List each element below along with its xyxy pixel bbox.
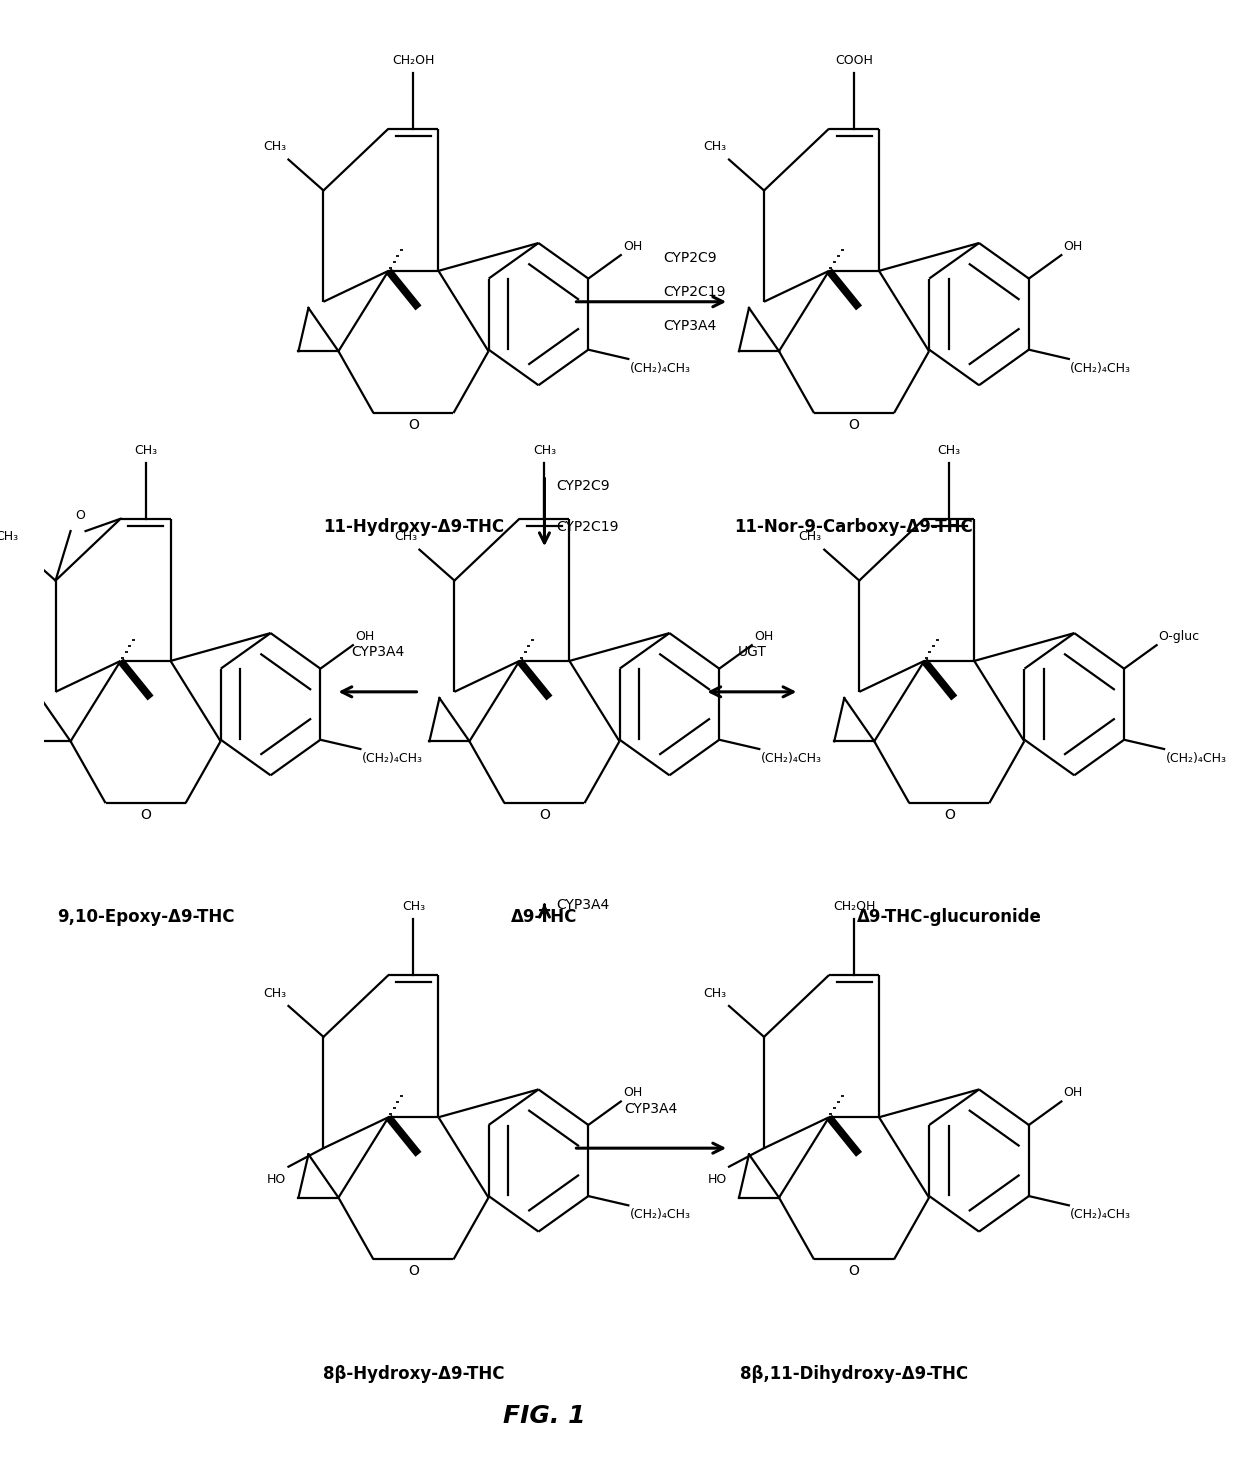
Text: FIG. 1: FIG. 1: [503, 1404, 585, 1428]
Text: CYP3A4: CYP3A4: [351, 645, 404, 659]
Text: OH: OH: [355, 630, 374, 643]
Text: 9,10-Epoxy-Δ9-THC: 9,10-Epoxy-Δ9-THC: [57, 908, 234, 926]
Text: O: O: [76, 509, 86, 523]
Text: CH₃: CH₃: [533, 445, 556, 456]
Text: CH₃: CH₃: [263, 140, 286, 153]
Text: CH₃: CH₃: [263, 986, 286, 999]
Text: CH₃: CH₃: [937, 445, 961, 456]
Text: OH: OH: [754, 630, 773, 643]
Text: CH₃: CH₃: [134, 445, 157, 456]
Text: CYP3A4: CYP3A4: [663, 318, 717, 333]
Text: (CH₂)₄CH₃: (CH₂)₄CH₃: [1166, 752, 1226, 765]
Text: CYP2C19: CYP2C19: [663, 284, 725, 299]
Text: O: O: [848, 418, 859, 431]
Text: (CH₂)₄CH₃: (CH₂)₄CH₃: [1070, 362, 1131, 375]
Text: 8β-Hydroxy-Δ9-THC: 8β-Hydroxy-Δ9-THC: [322, 1365, 505, 1382]
Text: CH₃: CH₃: [394, 530, 417, 543]
Text: Δ9-THC-glucuronide: Δ9-THC-glucuronide: [857, 908, 1042, 926]
Text: CH₃: CH₃: [703, 986, 727, 999]
Text: HO: HO: [707, 1173, 727, 1186]
Text: CH₃: CH₃: [0, 530, 19, 543]
Text: CH₃: CH₃: [703, 140, 727, 153]
Text: CH₂OH: CH₂OH: [833, 901, 875, 913]
Text: OH: OH: [622, 1086, 642, 1100]
Text: CYP2C9: CYP2C9: [663, 250, 717, 265]
Text: (CH₂)₄CH₃: (CH₂)₄CH₃: [630, 362, 691, 375]
Text: (CH₂)₄CH₃: (CH₂)₄CH₃: [1070, 1209, 1131, 1222]
Text: 11-Nor-9-Carboxy-Δ9-THC: 11-Nor-9-Carboxy-Δ9-THC: [734, 518, 973, 536]
Text: HO: HO: [267, 1173, 286, 1186]
Text: CH₃: CH₃: [402, 901, 425, 913]
Text: CYP3A4: CYP3A4: [625, 1101, 678, 1116]
Text: 11-Hydroxy-Δ9-THC: 11-Hydroxy-Δ9-THC: [322, 518, 503, 536]
Text: O: O: [408, 418, 419, 431]
Text: O: O: [848, 1264, 859, 1278]
Text: O: O: [944, 808, 955, 821]
Text: CH₃: CH₃: [799, 530, 822, 543]
Text: CYP2C9: CYP2C9: [557, 478, 610, 493]
Text: O: O: [539, 808, 549, 821]
Text: O: O: [140, 808, 151, 821]
Text: UGT: UGT: [738, 645, 766, 659]
Text: O-gluc: O-gluc: [1158, 630, 1200, 643]
Text: (CH₂)₄CH₃: (CH₂)₄CH₃: [362, 752, 423, 765]
Text: OH: OH: [622, 240, 642, 253]
Text: OH: OH: [1064, 1086, 1083, 1100]
Text: COOH: COOH: [835, 54, 873, 66]
Text: CYP3A4: CYP3A4: [557, 898, 610, 911]
Text: (CH₂)₄CH₃: (CH₂)₄CH₃: [761, 752, 822, 765]
Text: OH: OH: [1064, 240, 1083, 253]
Text: 8β,11-Dihydroxy-Δ9-THC: 8β,11-Dihydroxy-Δ9-THC: [740, 1365, 968, 1382]
Text: CYP2C19: CYP2C19: [557, 520, 619, 534]
Text: CH₂OH: CH₂OH: [392, 54, 435, 66]
Text: (CH₂)₄CH₃: (CH₂)₄CH₃: [630, 1209, 691, 1222]
Text: O: O: [408, 1264, 419, 1278]
Text: Δ9-THC: Δ9-THC: [511, 908, 578, 926]
